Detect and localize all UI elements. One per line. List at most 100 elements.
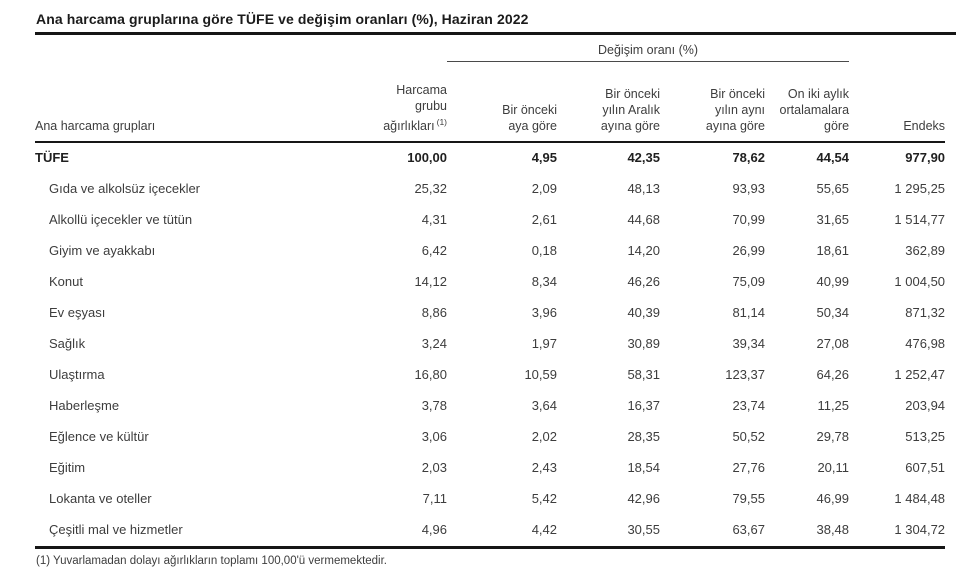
row-value-since-december: 30,89 [627, 336, 660, 352]
row-value-year-on-year: 39,34 [732, 336, 765, 352]
row-value-monthly: 2,02 [531, 429, 557, 445]
row-value-twelve-month-avg: 20,11 [817, 460, 850, 476]
col-header-year-on-year-change: Bir önceki yılın aynı ayına göre [660, 61, 765, 143]
row-value-twelve-month-avg: 55,65 [816, 181, 850, 197]
column-header-row: Ana harcama grupları Harcama grubu ağırl… [35, 61, 946, 143]
row-label: Haberleşme [49, 398, 120, 414]
row-value-index: 1 514,77 [894, 212, 946, 228]
row-label: TÜFE [35, 150, 69, 166]
col-header-monthly-change: Bir önceki aya göre [447, 61, 557, 143]
row-value-since-december: 30,55 [557, 514, 660, 549]
row-value-monthly: 10,59 [524, 367, 557, 383]
table-row: Eğlence ve kültür 3,06 2,02 28,35 50,52 … [35, 422, 945, 453]
row-value-index: 476,98 [905, 336, 946, 352]
row-label: Sağlık [49, 336, 86, 352]
row-value-twelve-month-avg: 18,61 [816, 243, 850, 259]
row-value-index: 203,94 [905, 398, 946, 414]
row-value-monthly: 3,64 [531, 398, 557, 414]
row-value-monthly: 4,95 [531, 150, 557, 166]
row-value-weight: 3,78 [421, 398, 447, 414]
row-value-weight: 25,32 [414, 181, 447, 197]
row-value-index: 1 484,48 [894, 491, 946, 507]
row-value-since-december: 18,54 [627, 460, 660, 476]
col-header-weights: Harcama grubu ağırlıkları (1) [335, 61, 447, 143]
row-value-twelve-month-avg: 44,54 [816, 150, 850, 166]
table-row: Sağlık 3,24 1,97 30,89 39,34 27,08 476,9… [35, 329, 945, 360]
row-value-since-december: 16,37 [627, 398, 660, 414]
cpi-table: Değişim oranı (%) Ana harcama grupları H… [35, 35, 946, 549]
group-header-spacer-right [849, 35, 945, 62]
table-row: Giyim ve ayakkabı 6,42 0,18 14,20 26,99 … [35, 236, 945, 267]
row-value-year-on-year: 50,52 [732, 429, 765, 445]
row-value-monthly: 5,42 [531, 491, 557, 507]
group-header-spacer-left [35, 35, 447, 62]
row-value-since-december: 42,96 [627, 491, 660, 507]
row-value-index: 607,51 [905, 460, 946, 476]
row-value-year-on-year: 27,76 [732, 460, 765, 476]
table-header: Değişim oranı (%) Ana harcama grupları H… [35, 35, 946, 143]
row-value-since-december: 42,35 [627, 150, 660, 166]
col-header-index: Endeks [849, 61, 946, 143]
table-row: Gıda ve alkolsüz içecekler 25,32 2,09 48… [35, 174, 945, 205]
row-value-year-on-year: 23,74 [732, 398, 765, 414]
table-row: Ev eşyası 8,86 3,96 40,39 81,14 50,34 87… [35, 298, 945, 329]
row-label: Gıda ve alkolsüz içecekler [49, 181, 201, 197]
row-value-twelve-month-avg: 29,78 [816, 429, 850, 445]
row-label: Çeşitli mal ve hizmetler [35, 514, 335, 549]
row-value-monthly: 4,42 [447, 514, 557, 549]
row-value-monthly: 2,43 [531, 460, 557, 476]
table-row: Alkollü içecekler ve tütün 4,31 2,61 44,… [35, 205, 945, 236]
row-label: Eğlence ve kültür [49, 429, 149, 445]
row-value-monthly: 2,09 [531, 181, 557, 197]
row-value-weight: 14,12 [414, 274, 447, 290]
col-header-weights-label: Harcama grubu ağırlıkları [383, 82, 447, 133]
change-rate-group-header: Değişim oranı (%) [447, 35, 850, 62]
group-header-row: Değişim oranı (%) [35, 35, 945, 62]
col-header-twelve-month-avg-change: On iki aylık ortalamalara göre [765, 61, 850, 143]
row-value-year-on-year: 70,99 [732, 212, 765, 228]
row-value-year-on-year: 81,14 [732, 305, 765, 321]
row-value-weight: 100,00 [407, 150, 447, 166]
row-value-index: 1 004,50 [894, 274, 946, 290]
table-row: Haberleşme 3,78 3,64 16,37 23,74 11,25 2… [35, 391, 945, 422]
row-value-twelve-month-avg: 31,65 [816, 212, 850, 228]
row-value-weight: 2,03 [421, 460, 447, 476]
table-row: Lokanta ve oteller 7,11 5,42 42,96 79,55… [35, 484, 945, 515]
row-value-index: 977,90 [905, 150, 946, 166]
row-value-monthly: 1,97 [531, 336, 557, 352]
row-value-year-on-year: 63,67 [660, 514, 765, 549]
row-value-since-december: 14,20 [627, 243, 660, 259]
col-header-main-groups: Ana harcama grupları [35, 61, 335, 143]
row-value-weight: 3,24 [421, 336, 447, 352]
row-value-twelve-month-avg: 27,08 [816, 336, 850, 352]
row-value-since-december: 28,35 [627, 429, 660, 445]
row-value-since-december: 44,68 [627, 212, 660, 228]
table-row: Eğitim 2,03 2,43 18,54 27,76 20,11 607,5… [35, 453, 945, 484]
row-value-year-on-year: 75,09 [732, 274, 765, 290]
row-value-year-on-year: 26,99 [732, 243, 765, 259]
table-row: Ulaştırma 16,80 10,59 58,31 123,37 64,26… [35, 360, 945, 391]
row-value-monthly: 0,18 [531, 243, 557, 259]
footnote-ref-marker: (1) [436, 116, 447, 127]
row-label: Giyim ve ayakkabı [49, 243, 156, 259]
row-value-monthly: 2,61 [531, 212, 557, 228]
row-value-twelve-month-avg: 11,25 [817, 398, 850, 414]
col-header-since-december-change: Bir önceki yılın Aralık ayına göre [557, 61, 660, 143]
row-value-weight: 4,31 [421, 212, 447, 228]
row-label: Konut [49, 274, 83, 290]
row-label: Ulaştırma [49, 367, 105, 383]
row-value-year-on-year: 79,55 [732, 491, 765, 507]
row-value-year-on-year: 93,93 [732, 181, 765, 197]
table-row: Konut 14,12 8,34 46,26 75,09 40,99 1 004… [35, 267, 945, 298]
row-value-twelve-month-avg: 40,99 [816, 274, 850, 290]
table-body: TÜFE 100,00 4,95 42,35 78,62 44,54 977,9… [35, 142, 946, 549]
row-value-index: 1 304,72 [849, 514, 946, 549]
row-value-twelve-month-avg: 38,48 [765, 514, 850, 549]
row-value-index: 1 295,25 [894, 181, 946, 197]
row-value-twelve-month-avg: 64,26 [816, 367, 850, 383]
row-value-weight: 4,96 [335, 514, 447, 549]
row-value-monthly: 3,96 [531, 305, 557, 321]
row-value-weight: 6,42 [421, 243, 447, 259]
row-value-since-december: 46,26 [627, 274, 660, 290]
row-value-year-on-year: 78,62 [732, 150, 765, 166]
